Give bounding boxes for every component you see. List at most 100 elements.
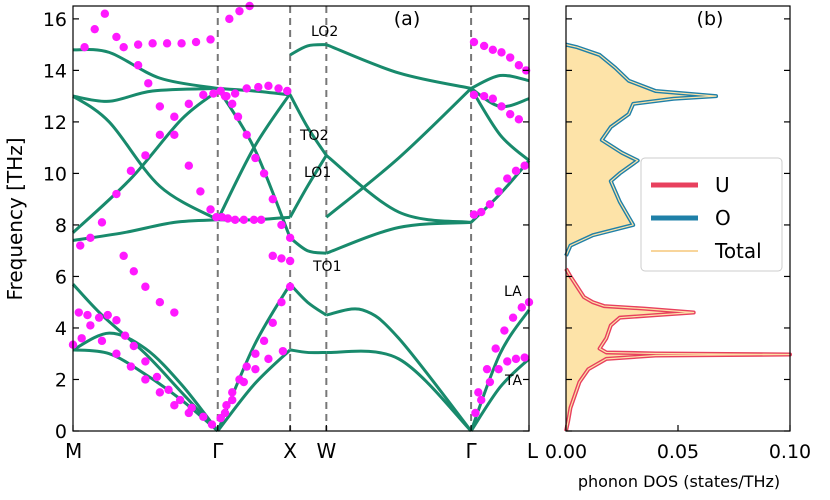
experimental-point: [206, 35, 215, 44]
experimental-point: [497, 48, 506, 57]
experimental-points: [68, 1, 534, 429]
experimental-point: [278, 346, 288, 356]
experimental-point: [112, 349, 121, 358]
experimental-point: [141, 357, 150, 366]
experimental-point: [191, 37, 201, 47]
annotation-lo1: LO1: [304, 165, 331, 181]
experimental-point: [242, 362, 251, 371]
experimental-point: [207, 420, 217, 429]
u-dos-line: [564, 267, 792, 432]
dispersion-branch-22: [325, 220, 472, 255]
experimental-point: [505, 53, 515, 62]
dispersion-branch-5: [72, 94, 219, 222]
experimental-point: [119, 251, 128, 261]
experimental-point: [477, 395, 486, 405]
experimental-point: [223, 214, 233, 223]
experimental-point: [251, 364, 260, 374]
legend-label-o: O: [715, 206, 731, 230]
experimental-point: [264, 81, 273, 91]
experimental-point: [497, 102, 506, 111]
experimental-point: [259, 336, 269, 346]
experimental-point: [256, 215, 266, 224]
experimental-point: [228, 388, 237, 397]
y-tick-label: 0: [55, 421, 67, 443]
experimental-point: [155, 102, 165, 111]
experimental-point: [129, 267, 138, 276]
experimental-point: [511, 354, 521, 364]
dispersion-branch-31: [470, 73, 530, 90]
experimental-point: [112, 32, 121, 42]
experimental-point: [239, 377, 249, 387]
dispersion-branch-17: [288, 154, 328, 218]
experimental-point: [112, 189, 121, 199]
dos-x-tick-label: 0.10: [769, 441, 811, 463]
legend-label-total: Total: [714, 239, 762, 263]
dos-x-tick-label: 0.05: [657, 441, 699, 463]
total-dos-line: [565, 268, 791, 432]
dispersion-branch-13: [217, 86, 291, 97]
calculated-dispersion-lines: [71, 43, 531, 433]
dos-y-ticks: [566, 18, 790, 432]
high-symmetry-label: M: [65, 439, 82, 463]
dispersion-branch-6: [72, 86, 218, 103]
dispersion-branch-1: [72, 331, 219, 432]
experimental-point: [479, 41, 489, 51]
experimental-point: [268, 194, 277, 204]
dispersion-branch-12: [216, 87, 292, 239]
experimental-point: [141, 282, 150, 291]
dispersion-branch-16: [289, 236, 327, 255]
dos-x-tick-label: 0.00: [545, 441, 587, 463]
experimental-point: [162, 39, 172, 48]
high-symmetry-label: Γ: [466, 439, 478, 463]
experimental-point: [170, 401, 179, 410]
experimental-point: [175, 395, 185, 405]
experimental-point: [249, 215, 259, 224]
experimental-point: [222, 401, 231, 410]
dos-x-axis-label: phonon DOS (states/THz): [578, 472, 780, 491]
dos-x-ticks: 0.00 0.05 0.10: [545, 425, 811, 463]
dispersion-branch-25: [325, 43, 472, 90]
experimental-point: [141, 151, 150, 160]
dispersion-branch-19: [289, 43, 327, 57]
experimental-point: [494, 187, 503, 196]
experimental-point: [511, 166, 521, 176]
y-tick-label: 6: [55, 266, 67, 288]
experimental-point: [80, 43, 89, 52]
experimental-point: [220, 91, 230, 101]
experimental-point: [86, 321, 95, 330]
dispersion-branch-15: [289, 283, 328, 317]
experimental-point: [503, 174, 512, 183]
experimental-point: [148, 39, 157, 48]
dispersion-branch-14: [289, 348, 327, 355]
experimental-point: [254, 82, 263, 92]
total-dos-fill: [566, 268, 790, 431]
y-tick-label: 12: [43, 112, 67, 134]
experimental-point: [155, 298, 165, 307]
y-axis-ticks: 0 2 4 6 8 10 12 14 16: [43, 9, 529, 443]
experimental-point: [77, 334, 86, 343]
experimental-point: [199, 412, 208, 422]
experimental-point: [152, 372, 162, 382]
annotation-la: LA: [504, 284, 522, 300]
legend-label-u: U: [715, 173, 730, 197]
experimental-point: [488, 94, 498, 103]
experimental-point: [482, 364, 492, 374]
experimental-point: [514, 61, 524, 70]
experimental-point: [126, 362, 136, 371]
experimental-point: [283, 86, 292, 96]
experimental-point: [469, 210, 479, 219]
experimental-point: [90, 24, 99, 34]
dispersion-branch-20: [326, 349, 473, 433]
experimental-point: [485, 200, 495, 209]
panel-b-tag: (b): [697, 8, 724, 30]
dos-areas: [564, 42, 792, 432]
high-symmetry-label: L: [527, 439, 539, 463]
experimental-point: [225, 14, 234, 24]
experimental-point: [103, 310, 112, 320]
experimental-point: [86, 233, 95, 243]
experimental-point: [277, 298, 286, 307]
dispersion-branch-8: [216, 348, 292, 432]
dispersion-branch-26: [469, 357, 531, 432]
experimental-point: [474, 388, 483, 397]
experimental-point: [242, 130, 251, 139]
